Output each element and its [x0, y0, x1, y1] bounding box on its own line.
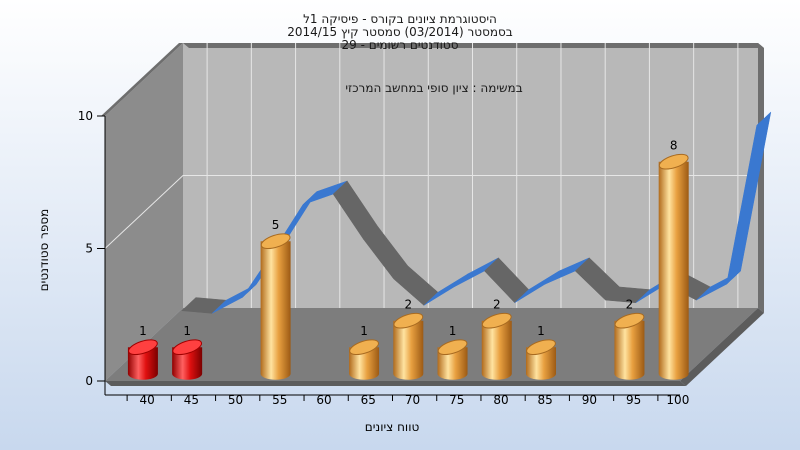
x-tick-label: 65 — [361, 393, 376, 407]
bar-cap — [260, 233, 291, 250]
bar-55: 5 — [260, 218, 291, 380]
back-wall-top-edge — [183, 43, 764, 48]
x-tick-label: 95 — [626, 393, 641, 407]
side-wall-top-edge — [101, 43, 183, 116]
x-tick-label: 85 — [538, 393, 553, 407]
bar-body — [260, 241, 291, 380]
x-tick-label: 80 — [493, 393, 508, 407]
floor-right-edge — [680, 308, 764, 386]
bar-value-label: 2 — [493, 298, 501, 312]
y-tick-label: 5 — [85, 242, 93, 256]
bar-body — [437, 347, 468, 380]
bar-80: 2 — [481, 298, 512, 380]
bar-body — [614, 320, 645, 380]
back-wall-right-edge — [758, 43, 764, 313]
y-tick-label: 10 — [78, 109, 93, 123]
bar-75: 1 — [437, 324, 468, 380]
bar-value-label: 5 — [272, 218, 280, 232]
x-tick-label: 50 — [228, 393, 243, 407]
bar-value-label: 2 — [626, 298, 634, 312]
floor-front-edge — [105, 381, 686, 386]
x-tick-label: 40 — [139, 393, 154, 407]
bar-body — [349, 347, 380, 380]
bar-value-label: 1 — [537, 324, 545, 338]
bar-45: 1 — [172, 324, 203, 380]
bar-cap — [128, 339, 158, 356]
bar-cap — [526, 339, 556, 356]
chart-subtitle: במשימה : ציון סופי במחשב המרכזי — [345, 81, 522, 95]
x-tick-label: 60 — [316, 393, 331, 407]
x-tick-label: 55 — [272, 393, 287, 407]
y-tick-label: 0 — [85, 374, 93, 388]
bar-cap — [481, 312, 512, 329]
bar-value-label: 1 — [183, 324, 191, 338]
bar-series: 1 1 5 1 2 1 2 1 2 8 — [127, 139, 689, 380]
ribbon-segment — [726, 111, 772, 285]
bar-value-label: 1 — [449, 324, 457, 338]
bar-body — [481, 320, 512, 380]
bar-65: 1 — [349, 324, 380, 380]
bar-cap — [172, 339, 203, 356]
x-tick-label: 75 — [449, 393, 464, 407]
bar-value-label: 2 — [404, 298, 412, 312]
bar-cap — [349, 339, 379, 356]
bar-100: 8 — [658, 139, 689, 380]
bar-body — [658, 161, 689, 380]
bar-cap — [437, 339, 468, 356]
x-tick-label: 100 — [666, 393, 689, 407]
bar-value-label: 1 — [360, 324, 368, 338]
chart-title: היסטוגרמת ציונים בקורס - פיסיקה 1ל בסמסט… — [287, 12, 513, 52]
bar-40: 1 — [127, 324, 158, 380]
bar-cap — [393, 312, 424, 329]
bar-95: 2 — [614, 298, 645, 380]
chart-title-line-3: סטודנטים רשומים - 29 — [341, 38, 458, 52]
x-tick-label: 90 — [582, 393, 597, 407]
bar-body — [393, 320, 424, 380]
bar-body — [525, 347, 556, 380]
y-axis-label: מספר סטודנטים — [37, 209, 51, 292]
x-axis-label: טווח ציונים — [365, 420, 420, 434]
bar-value-label: 1 — [139, 324, 147, 338]
bar-value-label: 8 — [670, 139, 678, 153]
gridline-h — [104, 175, 758, 249]
bar-70: 2 — [393, 298, 424, 380]
bar-body — [172, 347, 203, 380]
bar-cap — [614, 312, 645, 329]
x-tick-label: 70 — [405, 393, 420, 407]
bar-cap — [658, 153, 689, 170]
bar-85: 1 — [525, 324, 556, 380]
bar-body — [127, 347, 158, 380]
chart-title-line-2: בסמסטר (03/2014) סמסטר קיץ 2014/15 — [287, 25, 513, 39]
x-tick-label: 45 — [184, 393, 199, 407]
chart-title-line-1: היסטוגרמת ציונים בקורס - פיסיקה 1ל — [303, 12, 497, 26]
